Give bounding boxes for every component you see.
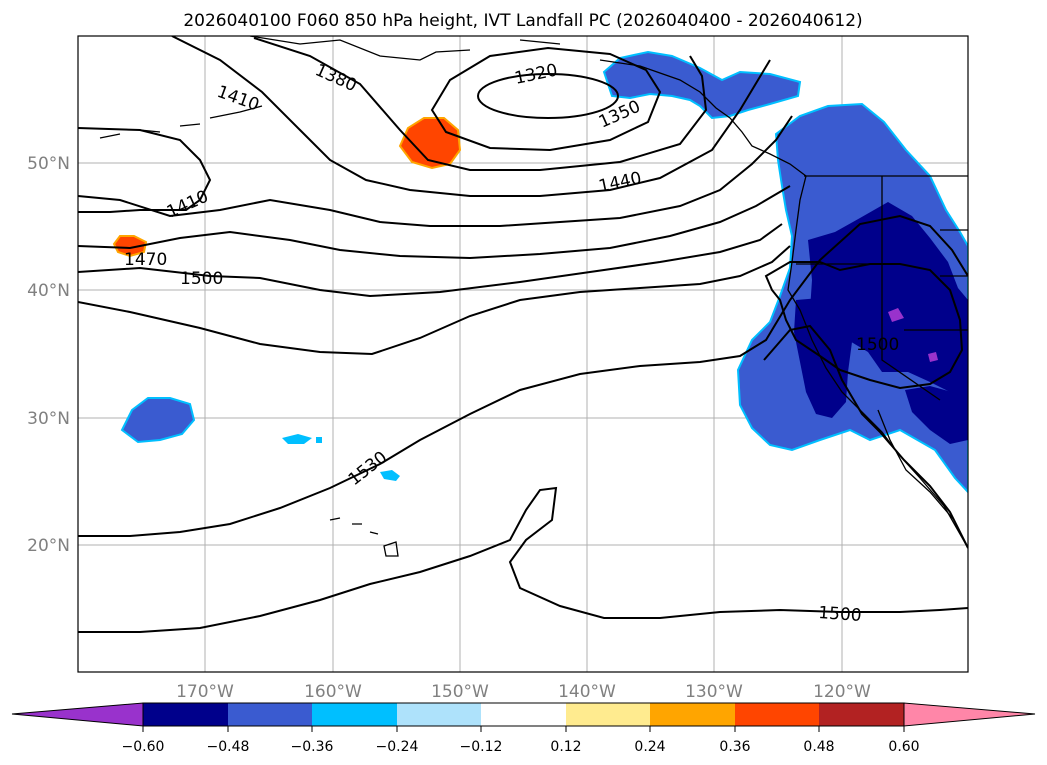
longitude-labels: 170°W 160°W 150°W 140°W 130°W 120°W <box>176 682 871 702</box>
map-frame <box>77 35 969 673</box>
contour-label-1500-a: 1500 <box>180 269 223 289</box>
colorbar-label-1: −0.60 <box>122 739 165 755</box>
lon-label-170w: 170°W <box>176 682 234 702</box>
contour-1440 <box>78 115 793 227</box>
lon-label-150w: 150°W <box>431 682 489 702</box>
colorbar-label-10: 0.60 <box>888 739 919 755</box>
contour-1500-inner <box>78 245 791 356</box>
colorbar-bin-6 <box>566 703 650 726</box>
coast-aleutians <box>99 105 263 139</box>
colorbar-bin-3 <box>312 703 397 726</box>
region-inland-navy <box>808 202 968 400</box>
contour-label-1440: 1440 <box>597 168 643 197</box>
coast-bajagulf <box>877 409 955 521</box>
coast-hawaii <box>329 517 399 557</box>
lon-label-140w: 140°W <box>558 682 616 702</box>
contour-1500-west <box>764 261 964 390</box>
colorbar-label-2: −0.48 <box>207 739 250 755</box>
contour-1320 <box>477 73 619 119</box>
lat-label-50n: 50°N <box>27 154 70 174</box>
latitude-labels: 50°N 40°N 30°N 20°N <box>27 154 70 556</box>
colorbar-outline <box>142 702 905 727</box>
height-contours <box>78 36 968 633</box>
filled-regions <box>112 50 968 494</box>
colorbar-label-7: 0.24 <box>634 739 665 755</box>
region-purple-1 <box>888 308 904 322</box>
lon-label-160w: 160°W <box>304 682 362 702</box>
lat-label-20n: 20°N <box>27 536 70 556</box>
contour-1380 <box>253 37 708 171</box>
map-title: 2026040100 F060 850 hPa height, IVT Land… <box>183 11 862 31</box>
colorbar-bin-1 <box>143 703 228 726</box>
region-southwest-navy <box>905 386 968 444</box>
contour-label-1410-b: 1410 <box>164 187 212 223</box>
colorbar-label-4: −0.24 <box>376 739 419 755</box>
lon-label-130w: 130°W <box>685 682 743 702</box>
region-pacific-blob-2 <box>282 434 312 444</box>
region-pacific-blob-1 <box>120 397 196 444</box>
coast-alaska <box>249 36 807 177</box>
colorbar-bin-7 <box>650 703 735 726</box>
region-purple-2 <box>928 352 938 362</box>
region-pacific-blob-4 <box>380 470 400 481</box>
region-west-positive <box>112 235 148 258</box>
colorbar-bin-5 <box>481 703 566 726</box>
contour-label-1380: 1380 <box>312 60 360 96</box>
colorbar-bin-4 <box>397 703 481 726</box>
colorbar-label-9: 0.48 <box>803 739 834 755</box>
colorbar-bin-2 <box>228 703 312 726</box>
contour-1350 <box>430 46 662 152</box>
contour-label-1530: 1530 <box>345 448 391 490</box>
contour-1500-north <box>78 223 783 298</box>
contour-1500-south <box>78 486 968 633</box>
colorbar-label-6: 0.12 <box>550 739 581 755</box>
lat-label-40n: 40°N <box>27 281 70 301</box>
colorbar: −0.60 −0.48 −0.36 −0.24 −0.12 0.12 0.24 … <box>11 702 1036 755</box>
colorbar-label-3: −0.36 <box>291 739 334 755</box>
contour-1410-north <box>78 36 771 213</box>
contour-1530 <box>78 214 968 537</box>
colorbar-ticks <box>142 726 905 732</box>
colorbar-label-8: 0.36 <box>719 739 750 755</box>
lat-label-30n: 30°N <box>27 409 70 429</box>
contour-label-1500-b: 1500 <box>856 335 899 355</box>
colorbar-extend-low <box>11 702 144 727</box>
region-alaska-blue <box>602 50 802 120</box>
contour-1470 <box>78 185 791 260</box>
colorbar-bin-9 <box>819 703 904 726</box>
contour-1530-south <box>763 324 968 549</box>
colorbar-bin-8 <box>735 703 819 726</box>
lon-label-120w: 120°W <box>813 682 871 702</box>
colorbar-extend-high <box>903 702 1036 727</box>
region-pacific-blob-3 <box>316 437 322 443</box>
colorbar-label-5: −0.12 <box>460 739 503 755</box>
map-area: 1320 1350 1380 1410 1410 1440 1470 1500 … <box>78 36 968 672</box>
contour-label-1470: 1470 <box>124 250 167 270</box>
coastlines <box>99 36 968 557</box>
contour-label-1320: 1320 <box>513 60 559 89</box>
contour-label-1500-c: 1500 <box>818 603 863 626</box>
